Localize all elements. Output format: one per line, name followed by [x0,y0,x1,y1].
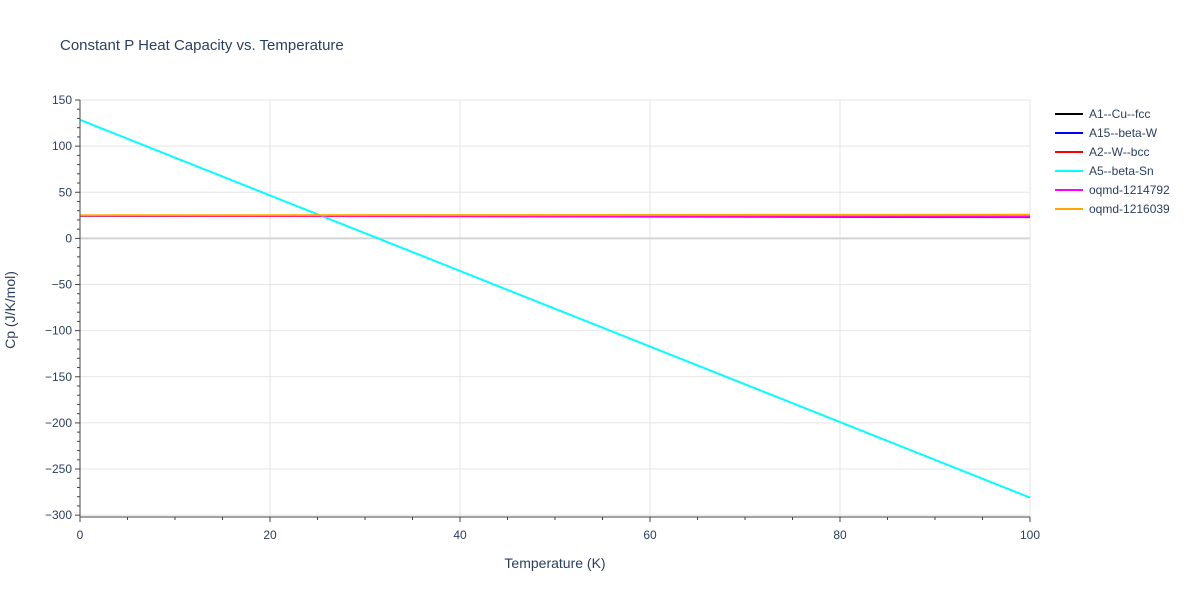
y-tick-label: −200 [45,416,72,430]
series-line [79,118,1031,499]
legend: A1--Cu--fcc A15--beta-W A2--W--bcc A5--beta… [1055,107,1170,216]
legend-label[interactable]: oqmd-1214792 [1089,183,1170,197]
y-tick-label: 50 [59,185,73,199]
series-lines [79,118,1031,499]
y-tick-label: −50 [52,278,73,292]
legend-label[interactable]: A2--W--bcc [1089,145,1149,159]
series-line [79,213,1031,217]
legend-label[interactable]: oqmd-1216039 [1089,202,1170,216]
x-tick-label: 40 [453,528,467,542]
legend-label[interactable]: A1--Cu--fcc [1089,107,1150,121]
y-tick-label: −250 [45,462,72,476]
legend-label[interactable]: A5--beta-Sn [1089,164,1154,178]
y-tick-label: 150 [52,93,72,107]
x-tick-label: 0 [77,528,84,542]
x-tick-label: 80 [833,528,847,542]
legend-label[interactable]: A15--beta-W [1089,126,1158,140]
y-tick-label: −150 [45,370,72,384]
axes: 0 20 40 60 80 100 150 100 50 0 −50 −100 −150 −200 −250… [45,93,1040,542]
y-tick-label: −300 [45,508,72,522]
y-tick-label: 0 [65,231,72,245]
y-tick-label: −100 [45,324,72,338]
x-axis-title: Temperature (K) [504,555,605,571]
y-axis-title: Cp (J/K/mol) [2,271,18,349]
x-tick-label: 20 [263,528,277,542]
x-tick-label: 100 [1020,528,1040,542]
y-tick-label: 100 [52,139,72,153]
x-tick-label: 60 [643,528,657,542]
chart-title: Constant P Heat Capacity vs. Temperature [60,37,344,54]
grid [80,99,1031,517]
